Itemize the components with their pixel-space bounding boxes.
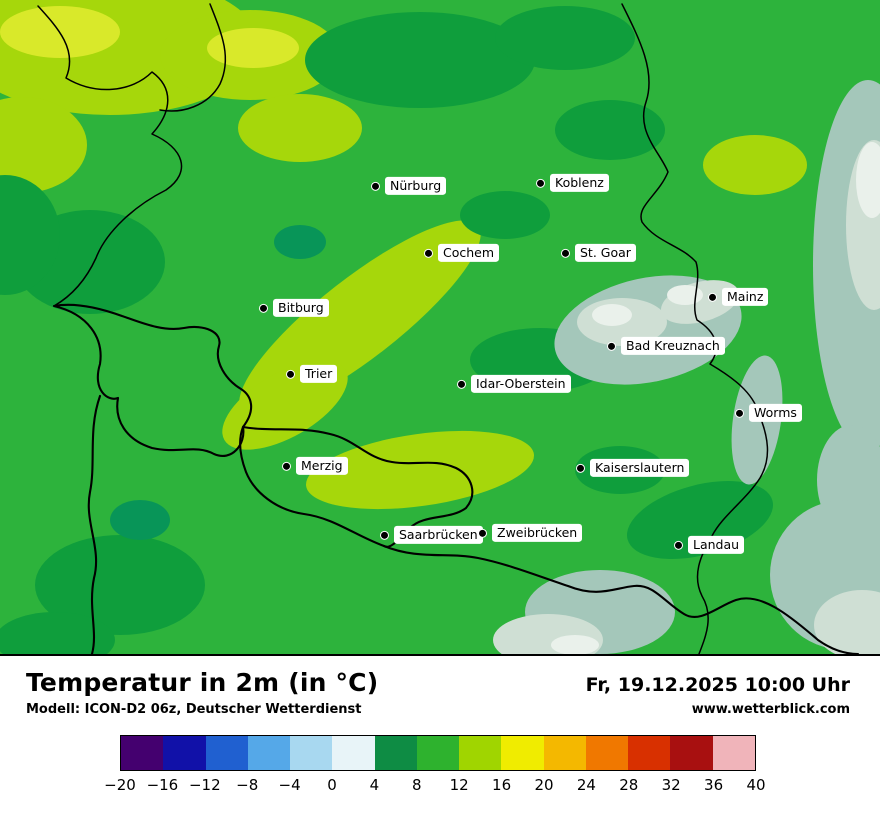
city-dot <box>286 369 295 379</box>
city-marker-kaiserslautern: Kaiserslautern <box>576 458 690 478</box>
colorbar-cell <box>416 736 460 770</box>
colorbar-cell <box>121 736 164 770</box>
city-label: Saarbrücken <box>394 525 483 545</box>
colorbar <box>120 735 756 771</box>
city-marker-st-goar: St. Goar <box>561 243 636 263</box>
city-label: Koblenz <box>550 173 609 193</box>
website-label: www.wetterblick.com <box>691 702 850 717</box>
city-marker-worms: Worms <box>735 403 802 423</box>
tick-label: 24 <box>576 776 596 794</box>
tick-label: 12 <box>449 776 469 794</box>
tick-label: 32 <box>661 776 681 794</box>
city-label: Landau <box>688 535 745 555</box>
city-dot <box>576 463 585 473</box>
colorbar-cell <box>163 736 206 770</box>
city-label: Cochem <box>438 243 500 263</box>
city-marker-idar-oberstein: Idar-Oberstein <box>457 374 571 394</box>
city-marker-mainz: Mainz <box>708 287 769 307</box>
tick-label: 40 <box>746 776 766 794</box>
tick-label: −16 <box>146 776 179 794</box>
tick-label: 28 <box>619 776 639 794</box>
tick-label: 36 <box>704 776 724 794</box>
city-marker-koblenz: Koblenz <box>536 173 609 193</box>
city-label: Kaiserslautern <box>590 458 690 478</box>
city-label: Merzig <box>296 456 348 476</box>
city-marker-merzig: Merzig <box>282 456 348 476</box>
city-label: Trier <box>300 364 338 384</box>
colorbar-cell <box>290 736 333 770</box>
colorbar-cell <box>543 736 586 770</box>
temperature-layer <box>0 0 880 654</box>
colorbar-cell <box>205 736 248 770</box>
city-marker-landau: Landau <box>674 535 745 555</box>
tick-label: 8 <box>412 776 422 794</box>
weather-map: Nürburg Koblenz Cochem St. Goar Bitburg … <box>0 0 880 656</box>
colorbar-cell <box>332 736 375 770</box>
city-dot <box>735 408 744 418</box>
city-marker-nuerburg: Nürburg <box>371 176 447 196</box>
city-marker-bitburg: Bitburg <box>259 298 329 318</box>
city-dot <box>457 379 466 389</box>
colorbar-cell <box>670 736 713 770</box>
city-label: Nürburg <box>385 176 447 196</box>
colorbar-cell <box>501 736 544 770</box>
colorbar-cell <box>585 736 629 770</box>
footer: Temperatur in 2m (in °C) Fr, 19.12.2025 … <box>0 656 880 796</box>
tick-label: −20 <box>104 776 136 794</box>
city-dot <box>371 181 380 191</box>
city-label: Bad Kreuznach <box>621 336 725 356</box>
city-dot <box>259 303 268 313</box>
tick-label: −8 <box>236 776 259 794</box>
colorbar-cell <box>247 736 291 770</box>
colorbar-cell <box>628 736 671 770</box>
city-dot <box>282 461 291 471</box>
tick-label: −4 <box>278 776 301 794</box>
colorbar-cell <box>712 736 755 770</box>
tick-label: −12 <box>188 776 221 794</box>
city-label: St. Goar <box>575 243 636 263</box>
city-label: Bitburg <box>273 298 329 318</box>
city-dot <box>561 248 570 258</box>
colorbar-cell <box>374 736 417 770</box>
page-title: Temperatur in 2m (in °C) <box>26 668 379 697</box>
tick-label: 0 <box>327 776 337 794</box>
tick-label: 16 <box>492 776 512 794</box>
city-label: Mainz <box>722 287 769 307</box>
tick-label: 20 <box>534 776 554 794</box>
city-label: Idar-Oberstein <box>471 374 571 394</box>
city-label: Zweibrücken <box>492 523 583 543</box>
city-dot <box>380 530 389 540</box>
city-marker-zweibruecken: Zweibrücken <box>478 523 583 543</box>
city-marker-trier: Trier <box>286 364 338 384</box>
forecast-datetime: Fr, 19.12.2025 10:00 Uhr <box>585 674 850 696</box>
tick-label: 4 <box>369 776 380 794</box>
city-dot <box>607 341 616 351</box>
city-marker-bad-kreuznach: Bad Kreuznach <box>607 336 725 356</box>
temperature-legend: −20 −16 −12 −8 −4 0 4 8 12 16 20 24 28 3… <box>26 735 850 796</box>
city-dot <box>674 540 683 550</box>
city-dot <box>536 178 545 188</box>
colorbar-cell <box>459 736 502 770</box>
city-marker-cochem: Cochem <box>424 243 500 263</box>
city-dot <box>424 248 433 258</box>
model-info: Modell: ICON-D2 06z, Deutscher Wetterdie… <box>26 702 362 717</box>
city-marker-saarbruecken: Saarbrücken <box>380 525 483 545</box>
city-label: Worms <box>749 403 802 423</box>
colorbar-ticks: −20 −16 −12 −8 −4 0 4 8 12 16 20 24 28 3… <box>104 776 765 796</box>
city-dot <box>478 528 487 538</box>
city-dot <box>708 292 717 302</box>
